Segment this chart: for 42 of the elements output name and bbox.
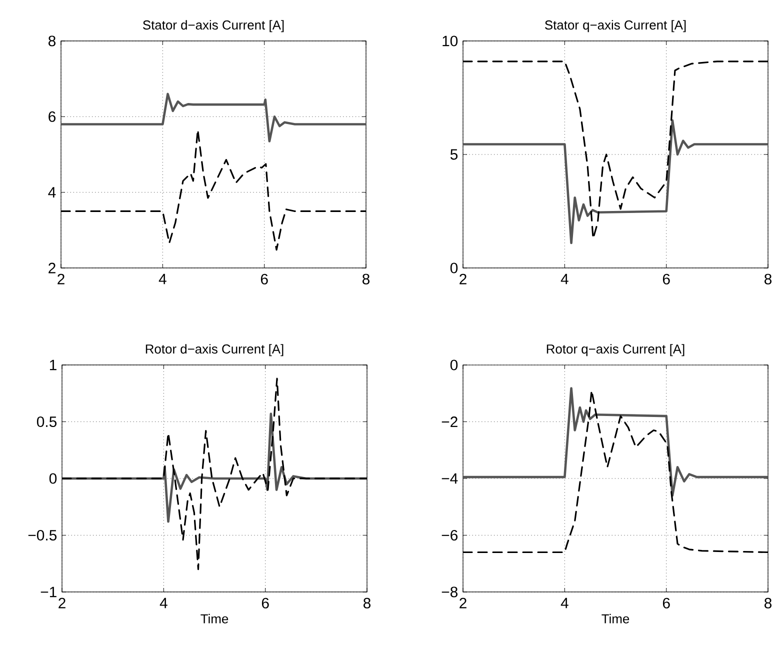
chart-title: Stator d−axis Current [A] xyxy=(143,20,284,32)
x-tick-label: 6 xyxy=(662,598,670,608)
y-tick-label: 8 xyxy=(48,36,56,46)
y-tick-label: −0.5 xyxy=(28,530,57,541)
x-tick-label: 6 xyxy=(662,274,670,284)
x-tick-label: 4 xyxy=(560,274,568,284)
y-tick-label: 0 xyxy=(450,262,458,274)
x-tick-label: 8 xyxy=(362,274,370,284)
chart-title: Rotor d−axis Current [A] xyxy=(146,344,284,356)
y-tick-label: 6 xyxy=(48,111,56,122)
y-tick-label: −4 xyxy=(442,473,458,484)
y-tick-label: 0 xyxy=(49,473,57,484)
x-tick-label: 2 xyxy=(58,598,66,608)
x-tick-label: 2 xyxy=(460,598,466,608)
x-tick-label: 4 xyxy=(160,598,168,608)
y-tick-label: −2 xyxy=(442,416,458,427)
line-series xyxy=(463,387,768,497)
y-tick-label: 0 xyxy=(450,360,458,370)
x-axis-title: Time xyxy=(200,614,228,624)
x-tick-label: 2 xyxy=(58,274,64,284)
y-tick-label: 10 xyxy=(442,36,458,46)
x-tick-label: 8 xyxy=(764,598,772,608)
line-series xyxy=(61,92,366,142)
chart-title: Rotor q−axis Current [A] xyxy=(546,344,684,356)
chart-title: Stator q−axis Current [A] xyxy=(545,20,686,32)
x-tick-label: 4 xyxy=(158,274,166,284)
y-tick-label: 5 xyxy=(450,149,458,160)
y-tick-label: 2 xyxy=(48,262,56,274)
x-tick-label: 6 xyxy=(262,598,269,608)
line-series xyxy=(463,119,768,244)
x-tick-label: 8 xyxy=(364,598,371,608)
y-tick-label: −6 xyxy=(442,530,458,541)
x-tick-label: 2 xyxy=(460,274,466,284)
x-tick-label: 4 xyxy=(560,598,568,608)
y-tick-label: 4 xyxy=(48,187,56,198)
y-tick-label: 0.5 xyxy=(36,416,57,428)
x-axis-title: Time xyxy=(602,614,630,624)
x-tick-label: 8 xyxy=(764,274,772,284)
y-tick-label: 1 xyxy=(50,360,56,370)
y-tick-label: −8 xyxy=(442,586,458,598)
y-tick-label: −1 xyxy=(40,586,56,598)
x-tick-label: 6 xyxy=(260,274,268,284)
